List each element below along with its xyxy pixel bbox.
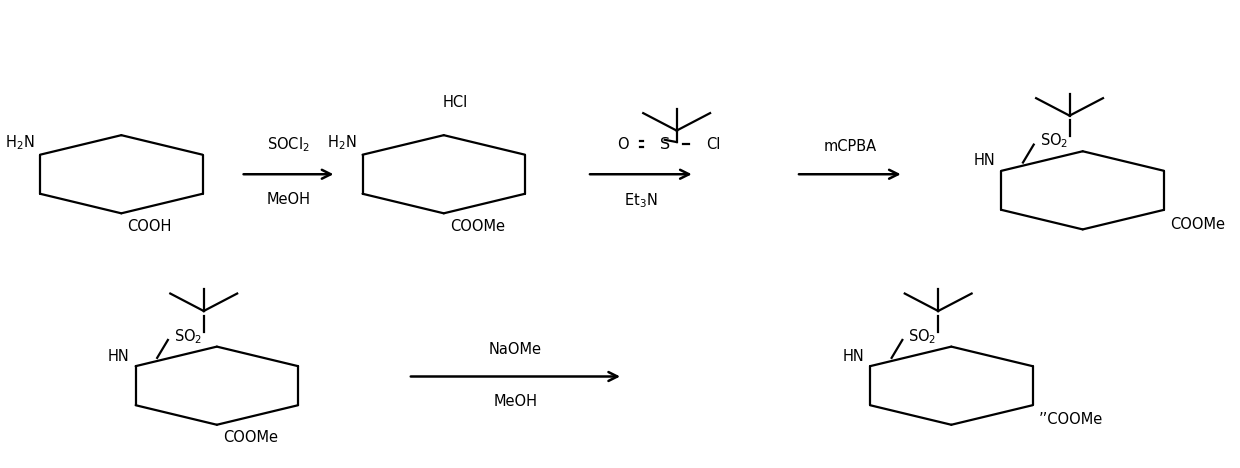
Text: COOMe: COOMe xyxy=(1169,217,1225,232)
Text: SO$_2$: SO$_2$ xyxy=(174,327,202,346)
Text: HCl: HCl xyxy=(443,95,469,110)
Text: COOH: COOH xyxy=(128,219,171,234)
Text: SOCl$_2$: SOCl$_2$ xyxy=(267,135,310,154)
Text: NaOMe: NaOMe xyxy=(489,342,542,357)
Text: ’’COOMe: ’’COOMe xyxy=(1039,412,1102,427)
Text: mCPBA: mCPBA xyxy=(823,139,877,154)
Text: MeOH: MeOH xyxy=(267,192,310,207)
Text: O: O xyxy=(618,137,629,152)
Text: Et$_3$N: Et$_3$N xyxy=(624,192,657,211)
Text: SO$_2$: SO$_2$ xyxy=(909,327,936,346)
Text: S: S xyxy=(660,137,670,152)
Text: SO$_2$: SO$_2$ xyxy=(1039,132,1068,150)
Text: HN: HN xyxy=(108,349,130,364)
Text: COOMe: COOMe xyxy=(223,430,278,445)
Text: HN: HN xyxy=(842,349,864,364)
Text: H$_2$N: H$_2$N xyxy=(327,134,357,153)
Text: HN: HN xyxy=(973,154,996,168)
Text: MeOH: MeOH xyxy=(494,394,537,409)
Text: COOMe: COOMe xyxy=(450,219,505,234)
Text: H$_2$N: H$_2$N xyxy=(5,134,35,153)
Text: Cl: Cl xyxy=(707,137,720,152)
